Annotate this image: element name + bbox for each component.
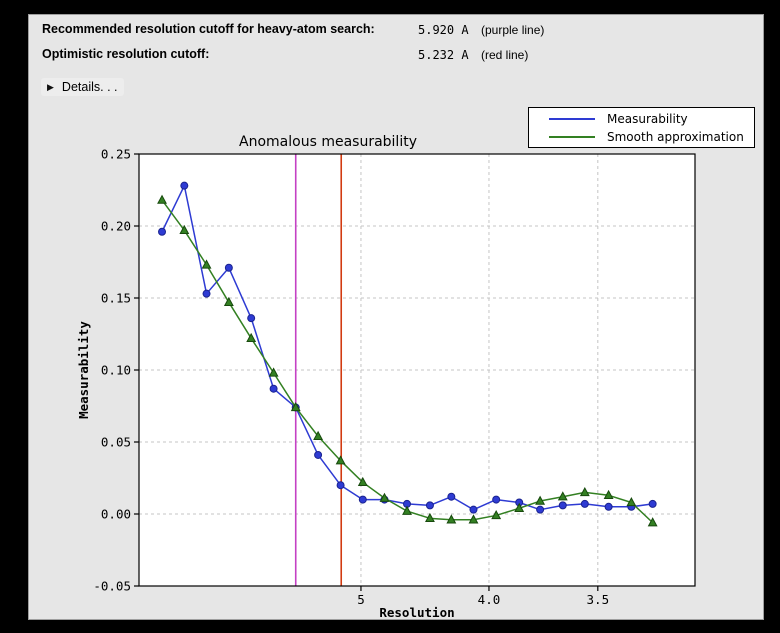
optimistic-cutoff-note: (red line)	[481, 48, 529, 62]
smooth-approximation-line-swatch	[549, 135, 595, 138]
recommended-cutoff-label: Recommended resolution cutoff for heavy-…	[42, 22, 375, 36]
recommended-cutoff-note: (purple line)	[481, 23, 545, 37]
optimistic-cutoff-value: 5.232 A	[418, 48, 469, 62]
details-expander[interactable]: ▶ Details. . .	[41, 78, 124, 96]
recommended-cutoff-value: 5.920 A	[418, 23, 469, 37]
legend-row-measurability: Measurability	[529, 111, 754, 126]
results-panel: Recommended resolution cutoff for heavy-…	[28, 14, 764, 620]
chart-legend: Measurability Smooth approximation	[528, 107, 755, 148]
details-label: Details. . .	[61, 80, 118, 94]
measurability-line-swatch	[549, 117, 595, 120]
legend-row-smooth-approximation: Smooth approximation	[529, 129, 754, 144]
legend-label-measurability: Measurability	[607, 111, 688, 126]
legend-label-smooth-approximation: Smooth approximation	[607, 129, 744, 144]
optimistic-cutoff-label: Optimistic resolution cutoff:	[42, 47, 210, 61]
triangle-right-icon: ▶	[47, 81, 54, 92]
